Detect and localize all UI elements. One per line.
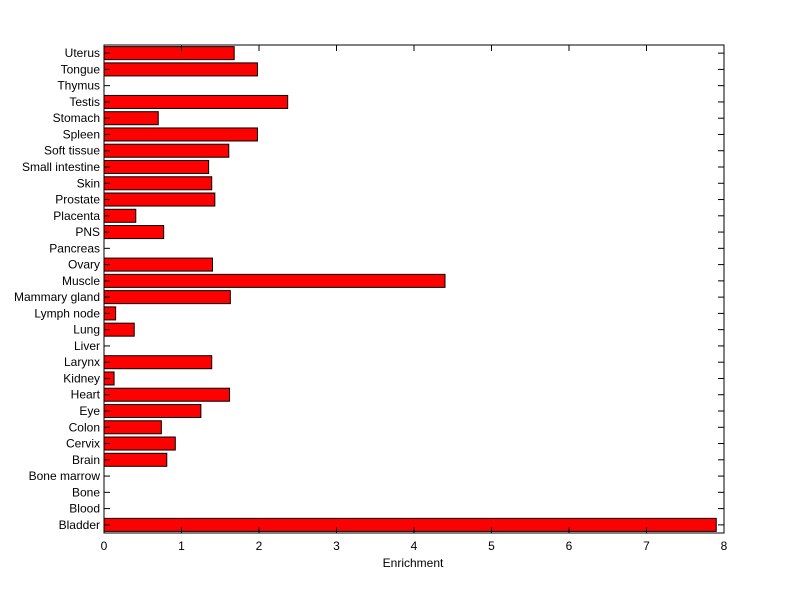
y-tick-label: Uterus [65, 46, 100, 60]
bar-small-intestine [103, 159, 210, 175]
bar-brain [103, 452, 168, 467]
y-tick-label: Liver [74, 339, 100, 353]
y-tick-label: Eye [79, 404, 100, 418]
bar-muscle [103, 273, 446, 288]
y-tick-label: Bladder [59, 518, 100, 532]
y-tick-label: Stomach [53, 111, 100, 125]
bar-larynx [103, 355, 213, 370]
bar-prostate [103, 192, 216, 207]
y-tick-label: Muscle [62, 274, 100, 288]
y-tick-label: Bone marrow [29, 469, 101, 483]
y-tick-label: Brain [72, 453, 100, 467]
y-tick-label: Tongue [61, 62, 101, 76]
y-tick-label: Bone [72, 485, 100, 499]
y-tick-label: Thymus [57, 79, 100, 93]
labels-layer: Bladder Blood Bone Bone marrow Brain Cervix Co… [14, 46, 728, 553]
x-tick-label: 7 [643, 539, 650, 553]
x-tick-label: 4 [411, 539, 418, 553]
bar-tongue [103, 62, 258, 77]
x-tick-label: 8 [721, 539, 728, 553]
x-tick-label: 0 [101, 539, 108, 553]
x-tick-label: 6 [566, 539, 573, 553]
y-tick-label: Testis [69, 95, 100, 109]
bar-soft-tissue [103, 143, 230, 158]
plot-frame [103, 44, 725, 534]
y-tick-label: Kidney [63, 371, 100, 385]
y-tick-label: Cervix [66, 437, 100, 451]
y-tick-label: Colon [69, 420, 100, 434]
bar-heart [103, 387, 231, 402]
y-tick-label: Prostate [55, 193, 100, 207]
bar-skin [103, 176, 213, 191]
y-tick-label: Skin [77, 176, 100, 190]
bar-eye [103, 403, 202, 419]
y-tick-label: Pancreas [49, 241, 100, 255]
bars-layer [103, 46, 717, 532]
y-tick-label: Lung [73, 323, 100, 337]
y-tick-label: Soft tissue [44, 144, 100, 158]
bar-pns [103, 225, 165, 240]
y-tick-label: Placenta [53, 209, 100, 223]
y-tick-label: Larynx [64, 355, 100, 369]
bar-cervix [103, 436, 176, 451]
bar-mammary-gland [103, 290, 231, 305]
y-tick-label: PNS [75, 225, 100, 239]
y-tick-label: Small intestine [22, 160, 100, 174]
bar-stomach [103, 111, 159, 126]
ticks-layer [103, 45, 725, 533]
bar-colon [103, 420, 162, 435]
bar-ovary [103, 257, 213, 272]
bar-testis [103, 94, 289, 109]
y-tick-label: Lymph node [34, 306, 100, 320]
x-tick-label: 3 [333, 539, 340, 553]
bar-bladder [103, 517, 717, 532]
plot-background [104, 45, 724, 533]
x-axis-label: Enrichment [383, 556, 444, 570]
bar-uterus [103, 46, 235, 61]
y-tick-label: Spleen [63, 127, 100, 141]
y-tick-label: Mammary gland [14, 290, 100, 304]
y-tick-label: Blood [69, 502, 100, 516]
y-tick-label: Heart [71, 388, 101, 402]
x-tick-label: 5 [488, 539, 495, 553]
y-tick-label: Ovary [68, 258, 100, 272]
bar-spleen [103, 127, 258, 142]
x-tick-label: 1 [178, 539, 185, 553]
x-tick-label: 2 [256, 539, 263, 553]
